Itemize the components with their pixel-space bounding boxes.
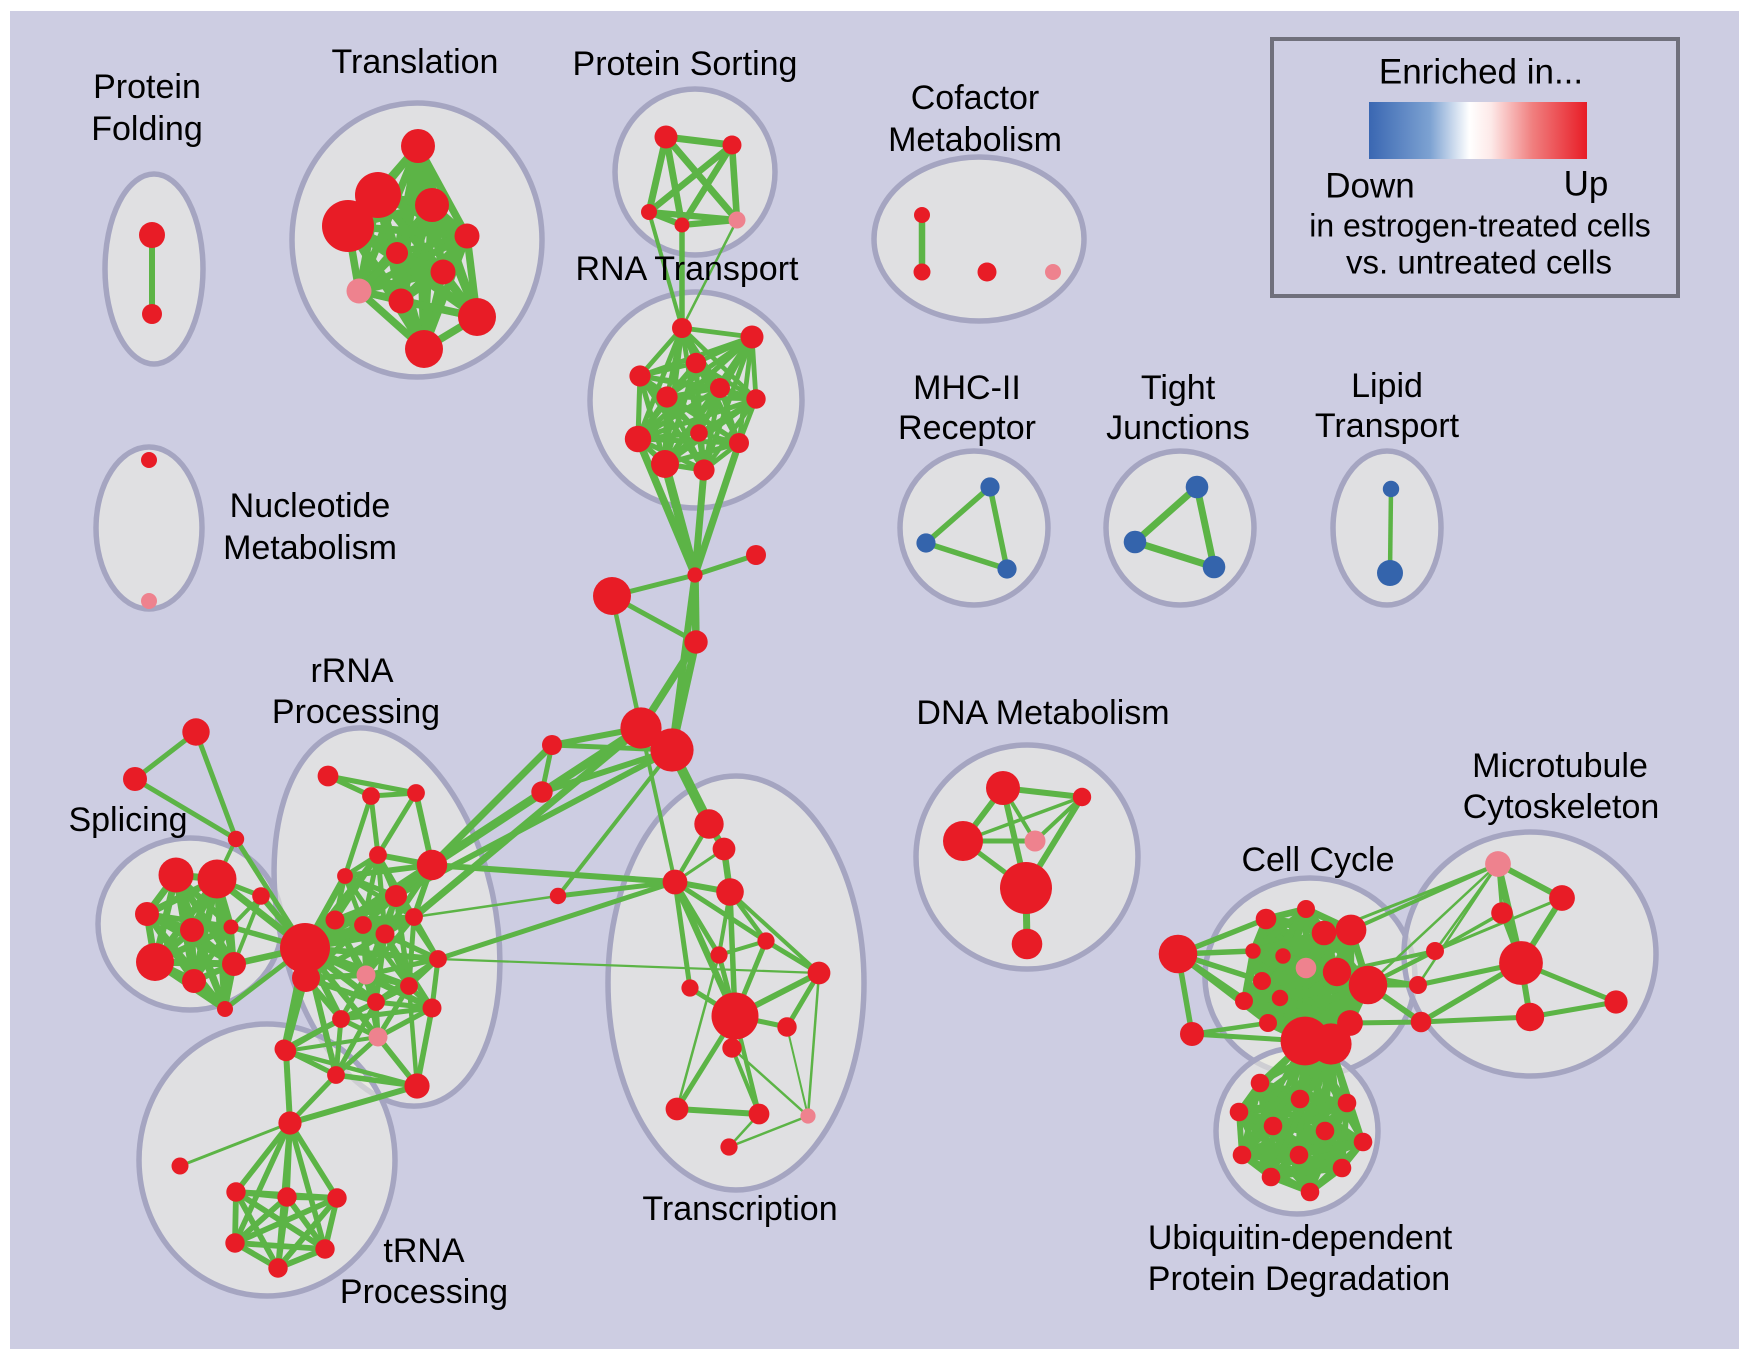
svg-text:Protein Degradation: Protein Degradation (1148, 1260, 1450, 1298)
svg-text:Enriched in...: Enriched in... (1379, 52, 1583, 91)
svg-text:Protein Sorting: Protein Sorting (573, 45, 798, 83)
svg-text:Translation: Translation (332, 43, 499, 81)
svg-text:Transport: Transport (1315, 407, 1460, 445)
svg-text:Nucleotide: Nucleotide (230, 487, 391, 525)
svg-text:Cytoskeleton: Cytoskeleton (1463, 788, 1660, 826)
svg-text:Up: Up (1564, 164, 1609, 203)
svg-text:Down: Down (1325, 166, 1414, 205)
svg-text:Transcription: Transcription (642, 1190, 837, 1228)
svg-text:Junctions: Junctions (1106, 409, 1250, 447)
svg-text:Tight: Tight (1141, 369, 1216, 407)
svg-text:tRNA: tRNA (383, 1232, 465, 1270)
svg-text:Cell Cycle: Cell Cycle (1241, 841, 1394, 879)
svg-text:Splicing: Splicing (68, 801, 187, 839)
svg-text:MHC-II: MHC-II (913, 369, 1021, 407)
svg-text:Ubiquitin-dependent: Ubiquitin-dependent (1148, 1219, 1453, 1257)
svg-text:vs. untreated cells: vs. untreated cells (1346, 244, 1612, 281)
svg-text:Microtubule: Microtubule (1472, 747, 1648, 785)
svg-text:Metabolism: Metabolism (223, 529, 397, 567)
svg-text:Processing: Processing (272, 693, 440, 731)
svg-text:Protein: Protein (93, 68, 201, 106)
svg-text:Folding: Folding (91, 110, 203, 148)
svg-text:Cofactor: Cofactor (911, 79, 1040, 117)
svg-text:Lipid: Lipid (1351, 367, 1423, 405)
svg-text:in estrogen-treated cells: in estrogen-treated cells (1309, 207, 1651, 243)
svg-text:RNA Transport: RNA Transport (576, 250, 800, 288)
svg-text:rRNA: rRNA (310, 652, 393, 690)
svg-text:Processing: Processing (340, 1273, 508, 1311)
svg-text:DNA Metabolism: DNA Metabolism (916, 694, 1169, 732)
svg-text:Receptor: Receptor (898, 409, 1036, 447)
svg-text:Metabolism: Metabolism (888, 121, 1062, 159)
